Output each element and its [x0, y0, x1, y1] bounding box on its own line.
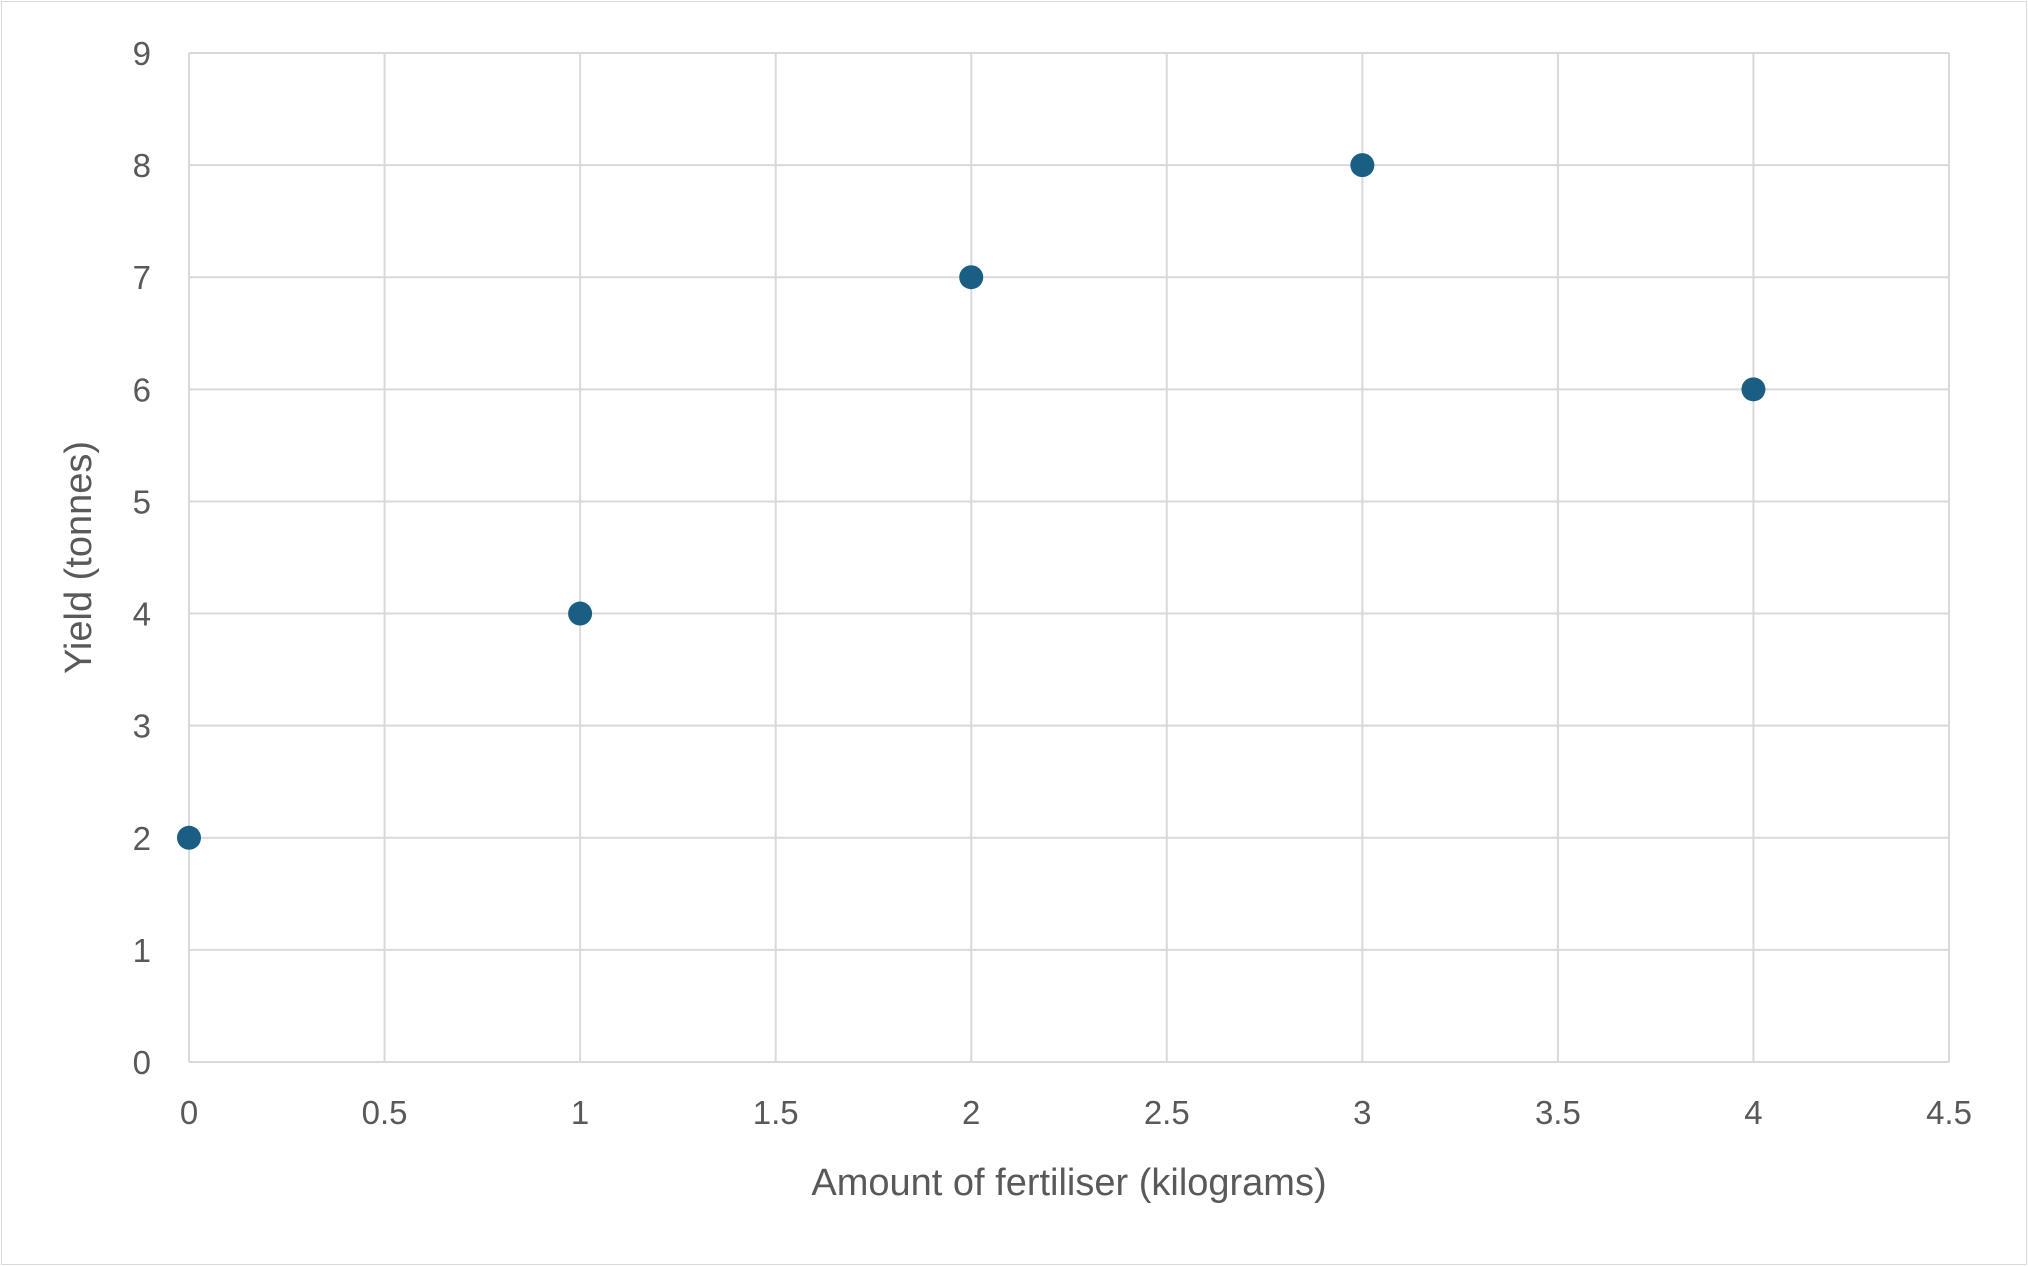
- x-tick-label: 2: [962, 1094, 980, 1131]
- x-tick-label: 1: [571, 1094, 589, 1131]
- y-tick-label: 6: [133, 371, 151, 408]
- data-point: [177, 825, 201, 850]
- vertical-gridlines: [188, 53, 1950, 1062]
- x-tick-label: 0: [180, 1094, 198, 1131]
- x-tick-label: 3.5: [1535, 1094, 1581, 1131]
- y-tick-label: 1: [133, 932, 151, 969]
- y-tick-label: 2: [133, 820, 151, 857]
- x-tick-label: 3: [1353, 1094, 1371, 1131]
- y-tick-label: 5: [133, 483, 151, 520]
- data-point: [1741, 377, 1766, 402]
- x-tick-label: 4.5: [1926, 1094, 1972, 1131]
- y-axis-tick-labels: 0 1 2 3 4 5 6 7 8 9: [133, 35, 151, 1081]
- x-tick-label: 4: [1744, 1094, 1762, 1131]
- y-axis-title: Yield (tonnes): [58, 441, 100, 674]
- x-axis-tick-labels: 0 0.5 1 1.5 2 2.5 3 3.5 4 4.5: [180, 1094, 1972, 1131]
- x-tick-label: 2.5: [1144, 1094, 1190, 1131]
- data-points: [177, 153, 1766, 850]
- y-tick-label: 8: [133, 147, 151, 184]
- y-tick-label: 3: [133, 708, 151, 745]
- y-tick-label: 9: [133, 35, 151, 72]
- horizontal-gridlines: [189, 52, 1949, 1063]
- data-point: [568, 601, 593, 626]
- y-tick-label: 7: [133, 259, 151, 296]
- x-tick-label: 0.5: [362, 1094, 408, 1131]
- x-axis-title: Amount of fertiliser (kilograms): [811, 1162, 1326, 1204]
- x-tick-label: 1.5: [753, 1094, 799, 1131]
- data-point: [1350, 153, 1375, 178]
- data-point: [959, 265, 984, 290]
- y-tick-label: 0: [133, 1044, 151, 1081]
- y-tick-label: 4: [133, 596, 151, 633]
